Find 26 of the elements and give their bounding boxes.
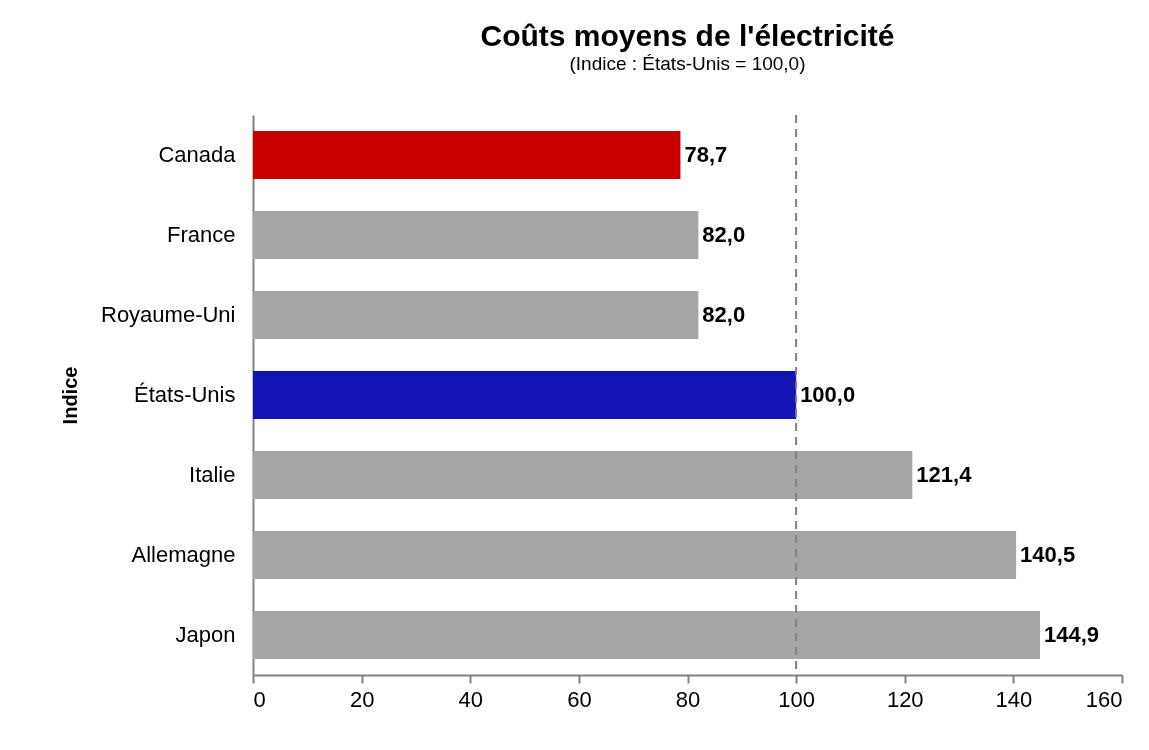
x-tick-label: 80	[675, 686, 701, 712]
data-label: 140,5	[1020, 542, 1076, 567]
x-tick-label: 140	[995, 686, 1033, 712]
y-tick-label: Italie	[189, 462, 236, 487]
chart-subtitle: (Indice : États-Unis = 100,0)	[569, 53, 806, 74]
data-label: 78,7	[684, 142, 728, 167]
x-tick-label: 160	[1085, 686, 1123, 712]
x-tick-label: 60	[567, 686, 592, 712]
y-tick-label: Royaume-Uni	[101, 302, 236, 327]
y-tick-label: Allemagne	[131, 542, 236, 567]
x-tick-label: 20	[349, 686, 375, 712]
data-label: 121,4	[916, 462, 973, 487]
chart-title: Coûts moyens de l'électricité	[480, 19, 895, 52]
data-label: 82,0	[702, 302, 746, 327]
x-tick-label: 40	[458, 686, 483, 712]
data-label: 100,0	[800, 382, 856, 407]
data-label: 144,9	[1043, 622, 1100, 647]
x-tick-label: 100	[778, 686, 815, 712]
x-tick-label: 120	[886, 686, 924, 712]
y-tick-label: Japon	[175, 622, 236, 647]
y-axis-title: Indice	[59, 366, 82, 425]
y-tick-label: États-Unis	[134, 382, 236, 407]
data-label: 82,0	[702, 222, 746, 247]
y-tick-label: France	[167, 222, 236, 247]
y-tick-label: Canada	[158, 142, 237, 167]
x-tick-label: 0	[253, 686, 266, 712]
